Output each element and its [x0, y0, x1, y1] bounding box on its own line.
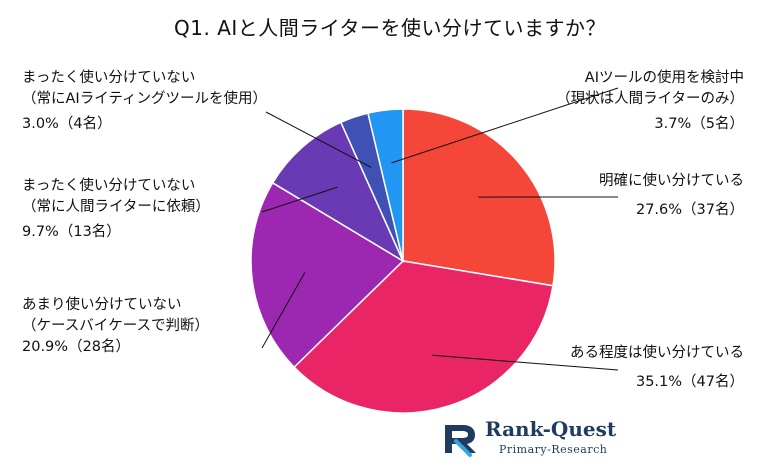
slice-label-0: 明確に使い分けている 27.6%（37名）: [599, 173, 744, 218]
slice-label-1: ある程度は使い分けている 35.1%（47名）: [570, 345, 744, 390]
brand-name: Rank-Quest: [485, 417, 617, 441]
slice-label-5: AIツールの使用を検討中 （現状は人間ライターのみ） 3.7%（5名）: [556, 70, 744, 132]
slice-label-4: まったく使い分けていない （常にAIライティングツールを使用） 3.0%（4名）: [22, 70, 268, 132]
slice-label-3: まったく使い分けていない （常に人間ライターに依頼） 9.7%（13名）: [22, 178, 210, 240]
pie-slice-3: [271, 121, 405, 263]
callout-line-5: [391, 87, 619, 164]
chart-title: Q1. AIと人間ライターを使い分けていますか？: [174, 16, 606, 40]
pie-slice-5: [367, 108, 404, 262]
brand-tagline: Primary-Research: [499, 443, 608, 456]
pie-slice-1: [293, 260, 554, 414]
callout-line-2: [261, 272, 306, 349]
callout-line-4: [265, 111, 372, 168]
brand-logo: Rank-Quest Primary-Research: [437, 415, 627, 463]
pie-slice-2: [250, 181, 405, 369]
callout-line-3: [261, 186, 338, 213]
logo-mark-icon: [445, 425, 476, 457]
callout-line-1: [432, 354, 619, 371]
slice-label-2: あまり使い分けていない （ケースバイケースで判断） 20.9%（28名）: [22, 297, 210, 355]
